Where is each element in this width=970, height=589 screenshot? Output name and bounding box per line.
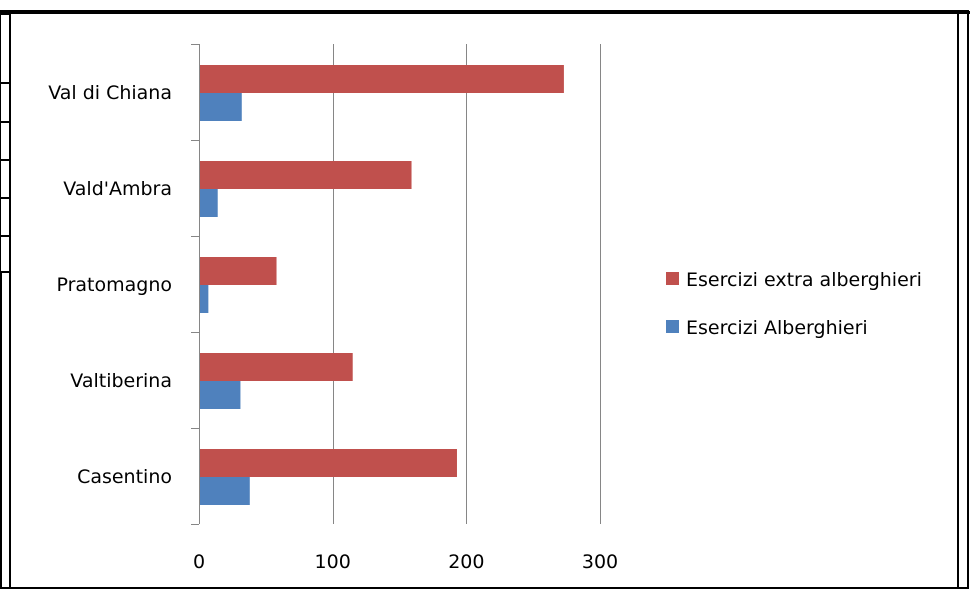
category-label: Casentino bbox=[77, 466, 172, 488]
bars bbox=[199, 65, 564, 505]
bar-alberghieri bbox=[199, 285, 209, 313]
left-side-block bbox=[0, 13, 11, 273]
legend-swatch bbox=[666, 272, 679, 285]
legend-swatch bbox=[666, 320, 679, 333]
category-label: Valtiberina bbox=[70, 370, 172, 392]
legend-label: Esercizi extra alberghieri bbox=[686, 269, 922, 291]
bar-extra-alberghieri bbox=[199, 161, 412, 189]
bar-alberghieri bbox=[199, 189, 218, 217]
bar-extra-alberghieri bbox=[199, 449, 457, 477]
legend-label: Esercizi Alberghieri bbox=[686, 317, 868, 339]
bar-alberghieri bbox=[199, 477, 250, 505]
x-tick-label: 300 bbox=[582, 551, 618, 573]
bar-alberghieri bbox=[199, 381, 241, 409]
category-label: Vald'Ambra bbox=[63, 178, 172, 200]
bar-extra-alberghieri bbox=[199, 353, 353, 381]
bar-alberghieri bbox=[199, 93, 242, 121]
bar-extra-alberghieri bbox=[199, 65, 564, 93]
frame-top-band bbox=[0, 11, 970, 14]
tick-labels: Val di Chiana Vald'Ambra Pratomagno Valtibe… bbox=[48, 82, 618, 573]
x-tick-label: 0 bbox=[193, 551, 205, 573]
category-label: Pratomagno bbox=[56, 274, 172, 296]
category-label: Val di Chiana bbox=[48, 82, 172, 104]
legend: Esercizi extra alberghieri Esercizi Alber… bbox=[666, 269, 922, 339]
bar-extra-alberghieri bbox=[199, 257, 277, 285]
gridlines bbox=[333, 44, 601, 524]
axes bbox=[191, 44, 200, 525]
x-tick-label: 100 bbox=[315, 551, 351, 573]
x-tick-label: 200 bbox=[448, 551, 484, 573]
